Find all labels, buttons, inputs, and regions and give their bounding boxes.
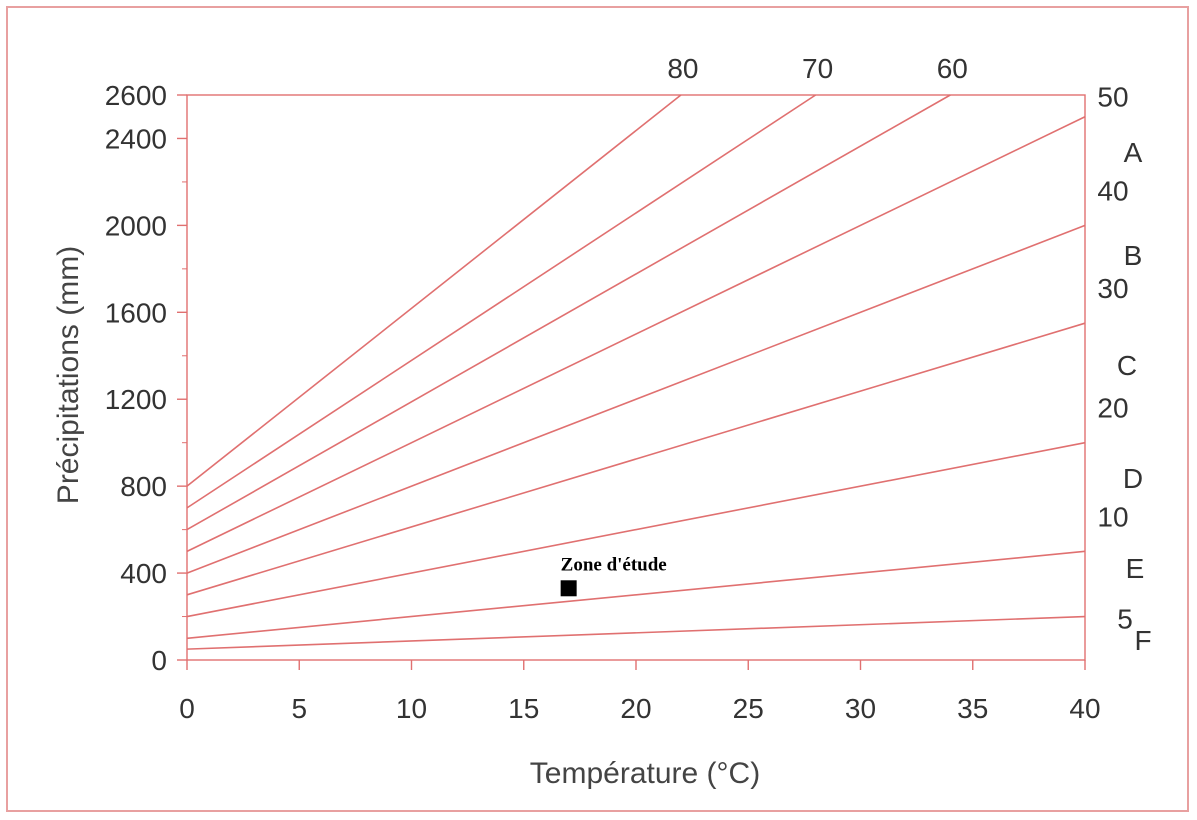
y-tick-label: 2000: [105, 210, 167, 241]
y-tick-label: 400: [120, 558, 167, 589]
y-tick-label: 2600: [105, 80, 167, 111]
curve-label-5: 5: [1117, 604, 1133, 635]
x-tick-label: 25: [733, 693, 764, 724]
curve-label-70: 70: [802, 53, 833, 84]
y-tick-label: 1600: [105, 297, 167, 328]
zone-letter-D: D: [1123, 463, 1143, 494]
study-zone-label: Zone d'étude: [561, 554, 667, 575]
curve-label-60: 60: [937, 53, 968, 84]
y-axis-title: Précipitations (mm): [52, 246, 85, 504]
x-axis-title: Température (°C): [530, 757, 760, 790]
y-tick-label: 800: [120, 471, 167, 502]
x-tick-label: 40: [1069, 693, 1100, 724]
curve-label-40: 40: [1097, 175, 1128, 206]
curve-label-20: 20: [1097, 393, 1128, 424]
curve-80: [186, 94, 682, 487]
curve-label-10: 10: [1097, 501, 1128, 532]
x-tick-label: 35: [957, 693, 988, 724]
zone-letter-B: B: [1124, 240, 1143, 271]
chart-frame: [6, 6, 1189, 812]
y-tick-label: 0: [151, 645, 167, 676]
x-tick-label: 30: [845, 693, 876, 724]
x-tick-label: 5: [291, 693, 307, 724]
curve-40: [186, 224, 1086, 574]
curve-5: [186, 615, 1086, 650]
curve-60: [186, 94, 951, 531]
y-tick-label: 1200: [105, 384, 167, 415]
zone-letter-A: A: [1124, 137, 1143, 168]
curve-70: [186, 94, 817, 509]
x-tick-label: 15: [508, 693, 539, 724]
curve-label-30: 30: [1097, 273, 1128, 304]
zone-letter-C: C: [1117, 350, 1137, 381]
x-tick-label: 20: [620, 693, 651, 724]
zone-letter-E: E: [1126, 553, 1145, 584]
curve-50: [186, 116, 1086, 553]
y-tick-label: 2400: [105, 123, 167, 154]
curve-20: [186, 441, 1086, 618]
curve-label-80: 80: [667, 53, 698, 84]
x-tick-label: 10: [396, 693, 427, 724]
x-tick-label: 0: [179, 693, 195, 724]
curve-label-50: 50: [1097, 82, 1128, 113]
study-zone-marker: [560, 580, 577, 597]
zone-letter-F: F: [1134, 625, 1151, 656]
curve-30: [186, 322, 1086, 596]
curve-10: [186, 550, 1086, 640]
